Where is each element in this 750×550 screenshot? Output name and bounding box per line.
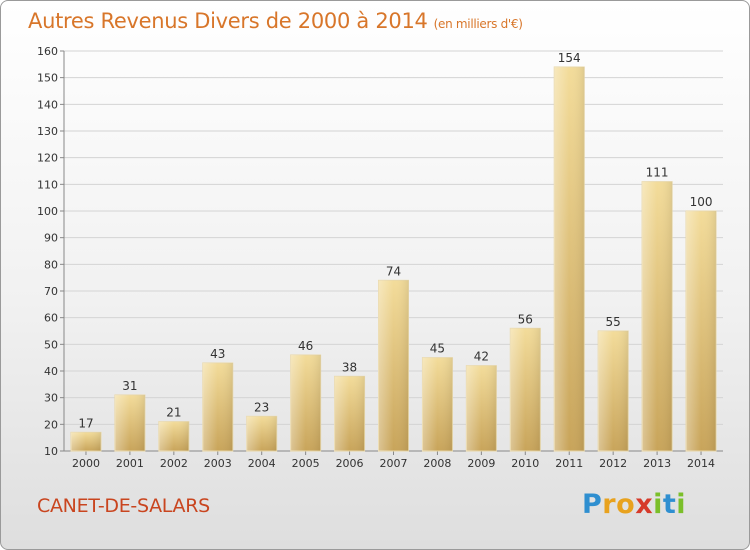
bars	[70, 66, 717, 452]
logo-letter: t	[662, 489, 677, 520]
x-tick-label: 2000	[72, 457, 100, 470]
data-label: 74	[386, 264, 401, 278]
x-tick-label: 2005	[292, 457, 320, 470]
y-tick-label: 150	[37, 72, 58, 85]
chart-title-text: Autres Revenus Divers de 2000 à 2014	[28, 9, 428, 33]
y-tick-label: 140	[37, 98, 58, 111]
data-label: 56	[518, 312, 533, 326]
x-tick-label: 2014	[687, 457, 715, 470]
bar-shade-2002	[158, 421, 189, 451]
data-label: 38	[342, 360, 357, 374]
x-tick-label: 2013	[643, 457, 671, 470]
bar-shade-2003	[202, 363, 233, 451]
logo-letter: r	[602, 489, 617, 520]
x-tick-label: 2003	[204, 457, 232, 470]
chart-title: Autres Revenus Divers de 2000 à 2014 (en …	[28, 9, 523, 33]
data-label: 55	[606, 315, 621, 329]
data-label: 43	[210, 347, 225, 361]
bar-shade-2014	[686, 211, 717, 451]
logo-letter: x	[635, 489, 654, 520]
logo-letter: P	[582, 489, 603, 520]
x-tick-label: 2007	[380, 457, 408, 470]
y-tick-label: 80	[44, 258, 58, 271]
y-tick-label: 20	[44, 418, 58, 431]
bar-shade-2010	[510, 328, 541, 451]
data-label: 100	[690, 195, 713, 209]
bar-shade-2004	[246, 416, 277, 451]
data-label: 17	[78, 416, 93, 430]
x-tick-label: 2001	[116, 457, 144, 470]
y-tick-label: 50	[44, 338, 58, 351]
data-label: 46	[298, 339, 313, 353]
bar-shade-2005	[290, 355, 321, 451]
bar-shade-2011	[554, 67, 585, 451]
proxiti-logo[interactable]: Proxiti	[582, 489, 686, 520]
x-tick-label: 2008	[423, 457, 451, 470]
y-tick-label: 60	[44, 312, 58, 325]
chart-subtitle: (en milliers d'€)	[433, 17, 523, 31]
y-tick-label: 10	[44, 445, 58, 458]
x-tick-label: 2002	[160, 457, 188, 470]
logo-letter: i	[676, 489, 687, 520]
bar-shade-2008	[422, 357, 453, 451]
y-tick-label: 130	[37, 125, 58, 138]
x-tick-label: 2006	[336, 457, 364, 470]
y-tick-label: 100	[37, 205, 58, 218]
bar-shade-2012	[598, 331, 629, 451]
data-label: 45	[430, 342, 445, 356]
y-tick-label: 110	[37, 178, 58, 191]
y-tick-label: 160	[37, 45, 58, 58]
data-label: 31	[122, 379, 137, 393]
data-labels: 17 31 21 43 23 46 38 74 45 42 56 154 55 111 100	[78, 51, 712, 430]
logo-letter: i	[653, 489, 663, 520]
x-tick-label: 2009	[467, 457, 495, 470]
x-tick-label: 2012	[599, 457, 627, 470]
bar-shade-2013	[642, 181, 673, 451]
bar-shade-2007	[378, 280, 409, 451]
logo-letter: o	[616, 489, 636, 520]
data-label: 23	[254, 400, 269, 414]
y-tick-label: 70	[44, 285, 58, 298]
data-label: 42	[474, 350, 489, 364]
y-tick-label: 120	[37, 152, 58, 165]
data-label: 111	[646, 166, 669, 180]
bar-shade-2009	[466, 365, 497, 451]
x-tick-label: 2004	[248, 457, 276, 470]
data-label: 154	[558, 51, 581, 65]
y-tick-label: 90	[44, 232, 58, 245]
commune-name: CANET-DE-SALARS	[37, 495, 210, 517]
bar-shade-2001	[114, 395, 145, 451]
y-tick-label: 40	[44, 365, 58, 378]
bar-shade-2000	[70, 432, 101, 451]
x-tick-label: 2011	[555, 457, 583, 470]
x-tick-label: 2010	[511, 457, 539, 470]
data-label: 21	[166, 406, 181, 420]
y-tick-label: 30	[44, 392, 58, 405]
bar-shade-2006	[334, 376, 365, 451]
